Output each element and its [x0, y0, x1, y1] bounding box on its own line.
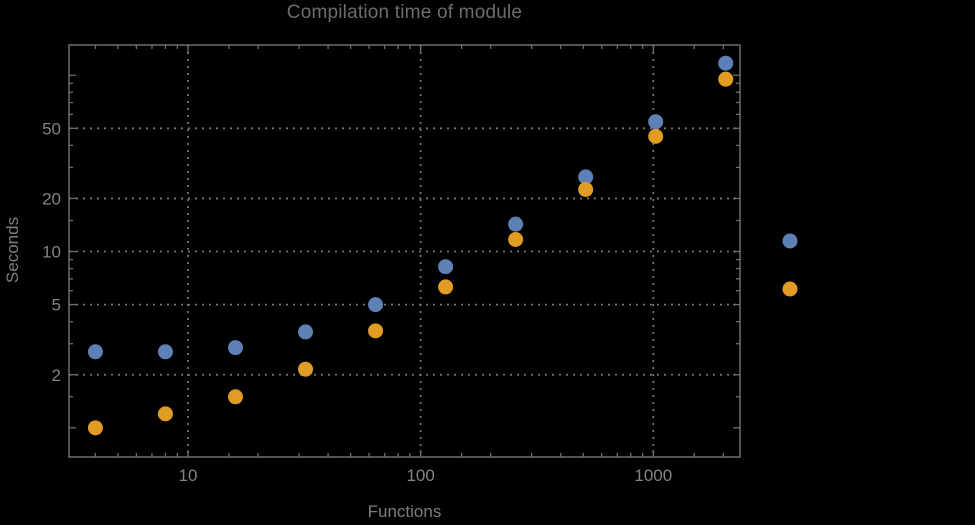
data-point-series-blue [298, 324, 314, 340]
data-point-series-orange [438, 279, 454, 295]
x-axis-label: Functions [367, 502, 442, 521]
y-tick-label: 50 [42, 119, 61, 138]
data-point-series-blue [718, 55, 734, 71]
data-point-series-blue [157, 344, 173, 360]
data-point-series-orange [718, 71, 734, 87]
data-point-series-orange [87, 420, 103, 436]
data-point-series-blue [227, 340, 243, 356]
y-tick-label: 20 [42, 189, 61, 208]
legend-marker-orange [782, 281, 798, 297]
data-point-series-orange [227, 389, 243, 405]
y-tick-label: 5 [52, 296, 61, 315]
data-point-series-blue [508, 216, 524, 232]
x-tick-label: 1000 [634, 466, 672, 485]
data-point-series-blue [648, 114, 664, 130]
y-tick-label: 2 [52, 366, 61, 385]
x-tick-label: 10 [179, 466, 198, 485]
y-tick-label: 10 [42, 243, 61, 262]
data-point-series-orange [368, 323, 384, 339]
chart-title: Compilation time of module [286, 2, 523, 23]
data-point-series-orange [298, 361, 314, 377]
data-point-series-blue [368, 297, 384, 313]
data-point-series-blue [87, 344, 103, 360]
data-point-series-blue [578, 169, 594, 185]
data-point-series-orange [578, 181, 594, 197]
legend-marker-blue [782, 233, 798, 249]
data-point-series-orange [508, 232, 524, 248]
data-point-series-orange [648, 128, 664, 144]
data-point-series-orange [157, 406, 173, 422]
data-point-series-blue [438, 259, 454, 275]
plot-frame [68, 44, 741, 458]
x-tick-label: 100 [406, 466, 434, 485]
